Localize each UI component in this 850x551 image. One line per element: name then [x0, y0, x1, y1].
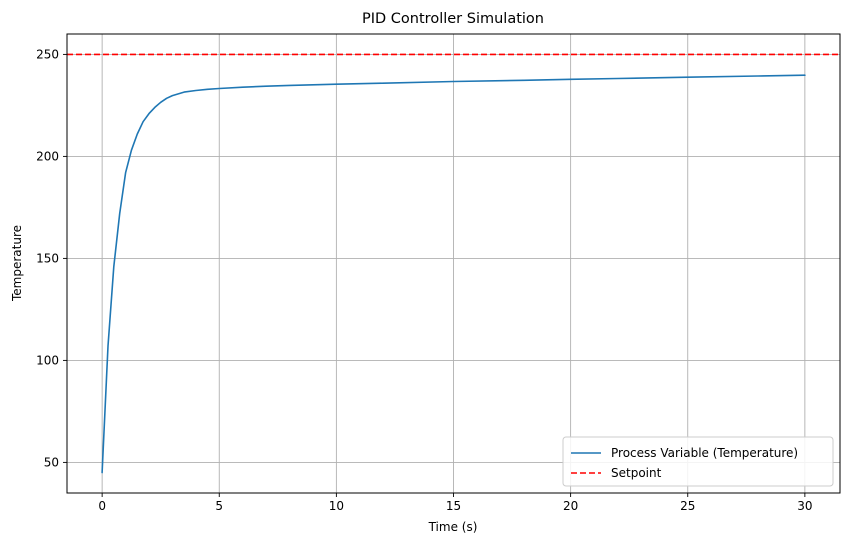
legend-label-setpoint: Setpoint — [611, 466, 662, 480]
y-tick-label: 100 — [36, 353, 59, 367]
chart-title: PID Controller Simulation — [362, 11, 544, 27]
x-tick-label: 5 — [215, 499, 223, 513]
x-tick-label: 25 — [680, 499, 695, 513]
legend-label-process-variable: Process Variable (Temperature) — [611, 446, 798, 460]
legend-box — [562, 436, 834, 487]
x-tick-label: 15 — [446, 499, 461, 513]
x-tick-label: 10 — [329, 499, 344, 513]
y-tick-label: 250 — [36, 47, 59, 61]
y-axis-label: Temperature — [10, 225, 24, 302]
x-axis-label: Time (s) — [428, 520, 478, 534]
series-layer — [67, 53, 840, 474]
grid-layer — [67, 34, 840, 493]
y-tick-label: 150 — [36, 251, 59, 265]
legend: Process Variable (Temperature) Setpoint — [562, 436, 834, 487]
y-tick-label: 50 — [44, 455, 59, 469]
x-tick-label: 30 — [797, 499, 812, 513]
ticks-layer: 0 5 10 15 20 25 30 50 100 150 200 250 — [36, 47, 812, 513]
y-tick-label: 200 — [36, 149, 59, 163]
x-tick-label: 0 — [98, 499, 106, 513]
process-variable-line — [101, 74, 806, 474]
x-tick-label: 20 — [563, 499, 578, 513]
